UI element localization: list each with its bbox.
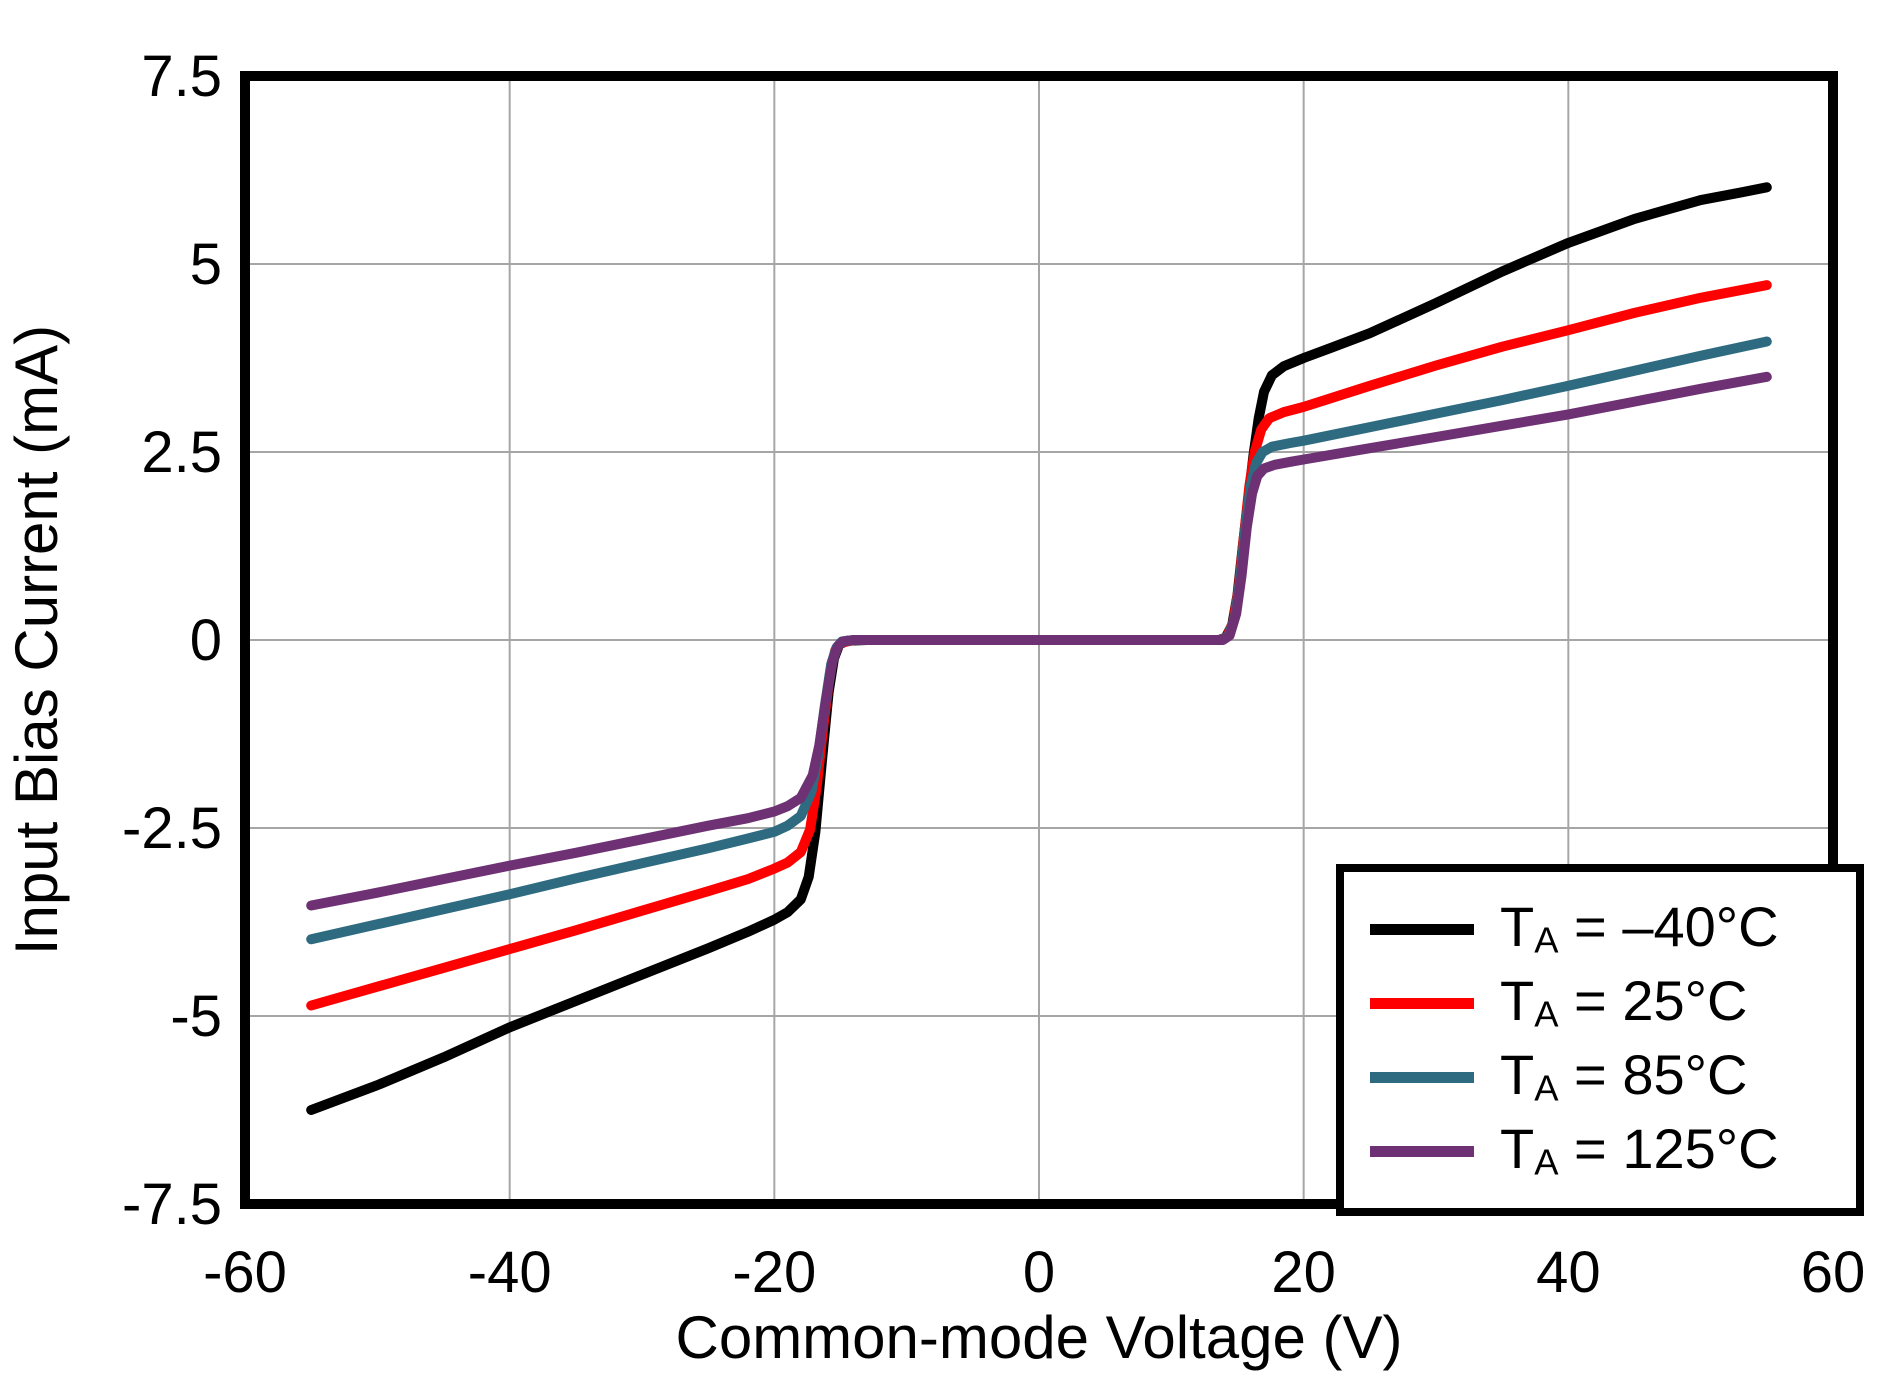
x-tick-label: -40: [468, 1240, 552, 1305]
x-tick-label: -20: [732, 1240, 816, 1305]
y-tick-label: -7.5: [122, 1172, 222, 1237]
legend-swatch: [1370, 1145, 1474, 1157]
legend-item: TA = 25°C: [1370, 973, 1856, 1033]
plot-frame: [240, 71, 1838, 1209]
gridlines: [245, 76, 1833, 1204]
legend-label: TA = 125°C: [1500, 1117, 1779, 1183]
x-tick-label: 0: [1023, 1240, 1055, 1305]
x-tick-label: 60: [1801, 1240, 1866, 1305]
y-tick-label: -2.5: [122, 796, 222, 861]
series-line: [306, 371, 1772, 911]
legend-label: TA = 25°C: [1500, 969, 1748, 1035]
legend-item: TA = 85°C: [1370, 1047, 1856, 1107]
series-lines: [306, 182, 1772, 1115]
y-tick-label: 0: [190, 608, 222, 673]
y-tick-label: 7.5: [141, 44, 222, 109]
y-tick-label: 2.5: [141, 420, 222, 485]
y-tick-label: 5: [190, 232, 222, 297]
y-tick-labels: -7.5 -5 -2.5 0 2.5 5 7.5: [122, 44, 222, 1237]
legend-item: TA = –40°C: [1370, 899, 1856, 959]
legend-swatch: [1370, 1071, 1474, 1083]
x-tick-label: -60: [203, 1240, 287, 1305]
x-tick-label: 40: [1536, 1240, 1601, 1305]
x-tick-labels: -60 -40 -20 0 20 40 60: [203, 1240, 1865, 1305]
x-axis-title: Common-mode Voltage (V): [676, 1304, 1403, 1371]
legend-swatch: [1370, 923, 1474, 935]
x-tick-label: 20: [1271, 1240, 1336, 1305]
y-axis-title: Input Bias Current (mA): [3, 325, 70, 955]
legend-swatch: [1370, 997, 1474, 1009]
y-tick-label: -5: [170, 984, 222, 1049]
legend: TA = –40°C TA = 25°C TA = 85°C TA = 125°C: [1336, 864, 1864, 1216]
legend-label: TA = –40°C: [1500, 895, 1779, 961]
legend-label: TA = 85°C: [1500, 1043, 1748, 1109]
legend-item: TA = 125°C: [1370, 1121, 1856, 1181]
